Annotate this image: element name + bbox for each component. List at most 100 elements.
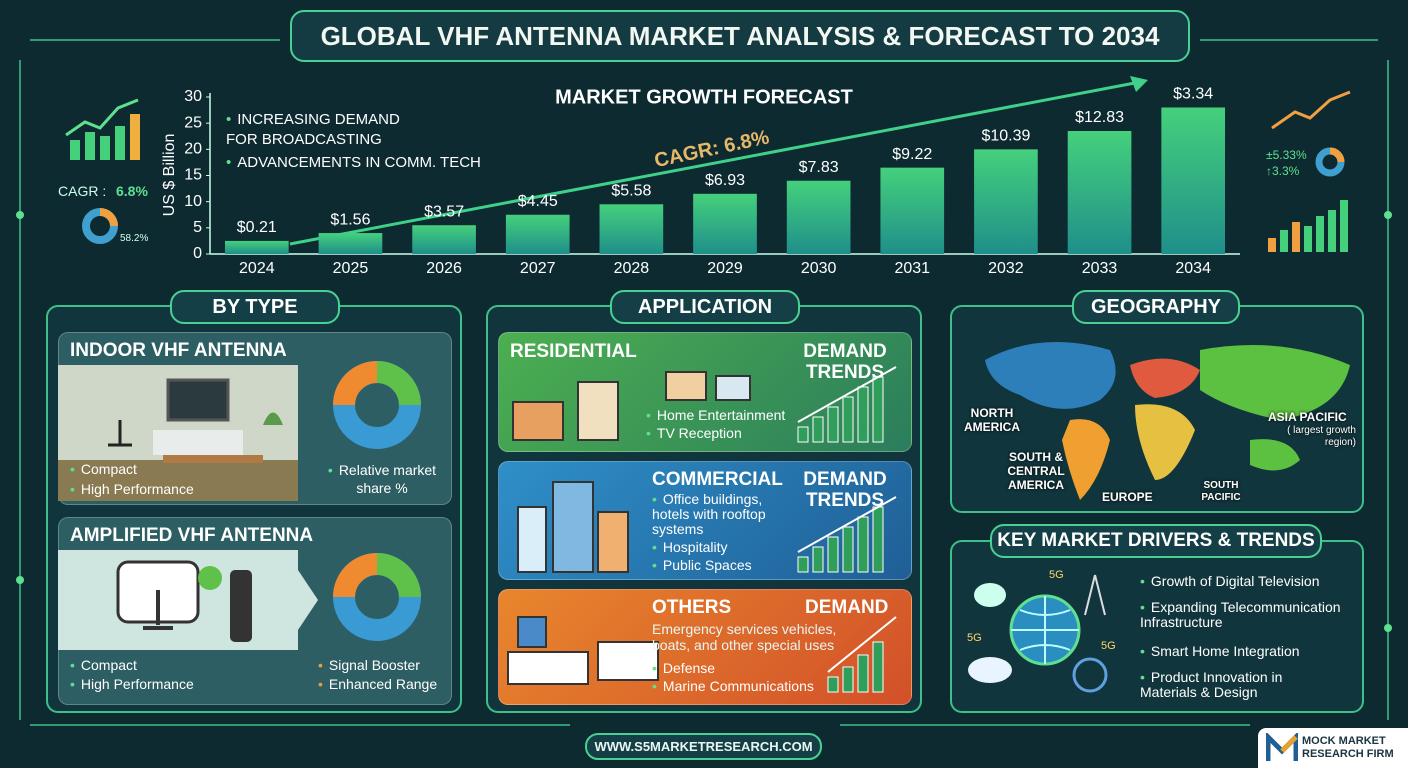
cagr-annotation: CAGR: 6.8%	[652, 126, 771, 172]
bar-annotation: $3.57	[424, 203, 464, 220]
bar-annotation: $6.93	[705, 172, 745, 189]
world-map	[985, 342, 1350, 500]
section-heading: KEY MARKET DRIVERS & TRENDS	[990, 524, 1322, 558]
driver-item: Product Innovation in Materials & Design	[1140, 670, 1310, 700]
bar	[599, 204, 664, 254]
x-tick-label: 2032	[988, 260, 1024, 277]
bar	[318, 233, 383, 254]
feature: Enhanced Range	[318, 676, 437, 692]
driver-item: Growth of Digital Television	[1140, 573, 1320, 589]
bar	[505, 214, 570, 254]
logo-box: MOCK MARKET RESEARCH FIRM	[1258, 728, 1408, 768]
app-illustrations	[507, 366, 897, 693]
logo-text: MOCK MARKET RESEARCH FIRM	[1302, 735, 1394, 760]
trend-label: DEMAND TRENDS	[803, 341, 887, 383]
amplified-illustration	[58, 550, 318, 650]
region-label: EUROPE	[1102, 490, 1153, 504]
section-heading: BY TYPE	[170, 290, 340, 324]
bar-annotation: $12.83	[1075, 109, 1124, 126]
region-label: NORTH AMERICA	[964, 406, 1020, 434]
feature: Compact	[70, 657, 137, 673]
bar-annotation: $5.58	[611, 183, 651, 200]
region-label: SOUTH & CENTRAL AMERICA	[1007, 450, 1065, 492]
stat: ±5.33%	[1266, 148, 1307, 162]
bar	[1067, 131, 1132, 254]
x-tick-label: 2031	[894, 260, 930, 277]
x-tick-label: 2027	[520, 260, 556, 277]
section-heading: GEOGRAPHY	[1072, 290, 1240, 324]
y-tick-label: 15	[184, 167, 202, 184]
section-heading: APPLICATION	[610, 290, 800, 324]
logo-icon	[1266, 733, 1298, 761]
bar-chart: MARKET GROWTH FORECAST US $ Billion CAGR…	[161, 86, 1240, 277]
drivers-icons	[968, 574, 1108, 693]
icon-label: 5G	[1049, 569, 1064, 581]
chart-bullet: ADVANCEMENTS IN COMM. TECH	[226, 154, 481, 171]
website: WWW.S5MARKETRESEARCH.COM	[585, 733, 822, 760]
chart-caption: Relative market share %	[322, 461, 442, 497]
bar-annotation: $3.34	[1173, 86, 1213, 103]
card-title: AMPLIFIED VHF ANTENNA	[70, 525, 314, 546]
card-title: OTHERS	[652, 597, 732, 618]
bar-annotation: $9.22	[892, 146, 932, 163]
region-note: ( largest growth region)	[1287, 425, 1356, 448]
bar-annotation: $0.21	[237, 219, 277, 236]
bar	[786, 180, 851, 254]
bar	[412, 225, 476, 254]
cagr-label: CAGR :	[58, 183, 107, 199]
feature: High Performance	[70, 481, 194, 497]
app-item: Public Spaces	[652, 557, 752, 573]
app-item: Marine Communications	[652, 678, 814, 694]
x-tick-label: 2034	[1175, 260, 1211, 277]
y-tick-label: 25	[184, 114, 202, 131]
chart-bullet: INCREASING DEMAND FOR BROADCASTING	[226, 110, 416, 150]
trend-label: DEMAND TRENDS	[803, 469, 887, 511]
share-donut	[333, 361, 421, 449]
bar	[224, 240, 289, 254]
page-title: GLOBAL VHF ANTENNA MARKET ANALYSIS & FOR…	[290, 10, 1190, 62]
bar	[693, 193, 757, 254]
bar	[974, 149, 1038, 254]
app-description: Office buildings, hotels with rooftop sy…	[652, 492, 772, 537]
bar-annotation: $1.56	[330, 211, 370, 228]
bar-annotation: $10.39	[981, 128, 1030, 145]
bar-annotation: $4.45	[518, 193, 558, 210]
region-label: SOUTH PACIFIC	[1201, 480, 1241, 503]
cagr-value: 6.8%	[116, 183, 148, 199]
region-label: ASIA PACIFIC	[1268, 410, 1347, 424]
y-tick-label: 10	[184, 193, 202, 210]
chart-title: MARKET GROWTH FORECAST	[555, 86, 853, 108]
icon-label: 5G	[967, 632, 982, 644]
y-tick-label: 0	[193, 245, 202, 262]
stat: ↑3.3%	[1266, 164, 1300, 178]
driver-item: Expanding Telecommunication Infrastructu…	[1140, 600, 1355, 630]
card-title: COMMERCIAL	[652, 469, 783, 490]
x-tick-label: 2030	[801, 260, 837, 277]
bar	[1161, 107, 1226, 254]
y-axis-label: US $ Billion	[161, 134, 178, 217]
y-tick-label: 30	[184, 88, 202, 105]
icon-label: 5G	[1101, 640, 1116, 652]
bar-annotation: $7.83	[799, 159, 839, 176]
card-title: RESIDENTIAL	[510, 341, 637, 362]
y-tick-label: 5	[193, 219, 202, 236]
trend-label: DEMAND	[805, 597, 889, 618]
share-value: 58.2%	[120, 233, 149, 244]
x-tick-label: 2024	[239, 260, 275, 277]
x-tick-label: 2026	[426, 260, 462, 277]
x-tick-label: 2025	[333, 260, 369, 277]
app-item: Hospitality	[652, 539, 728, 555]
bar	[880, 167, 945, 254]
app-description: Emergency services vehicles, boats, and …	[652, 621, 837, 653]
feature: Compact	[70, 461, 137, 477]
x-tick-label: 2029	[707, 260, 743, 277]
feature: High Performance	[70, 676, 194, 692]
driver-item: Smart Home Integration	[1140, 643, 1300, 659]
feature: Signal Booster	[318, 657, 420, 673]
app-item: Home Entertainment	[646, 407, 785, 423]
x-tick-label: 2028	[614, 260, 650, 277]
share-donut	[333, 553, 421, 641]
